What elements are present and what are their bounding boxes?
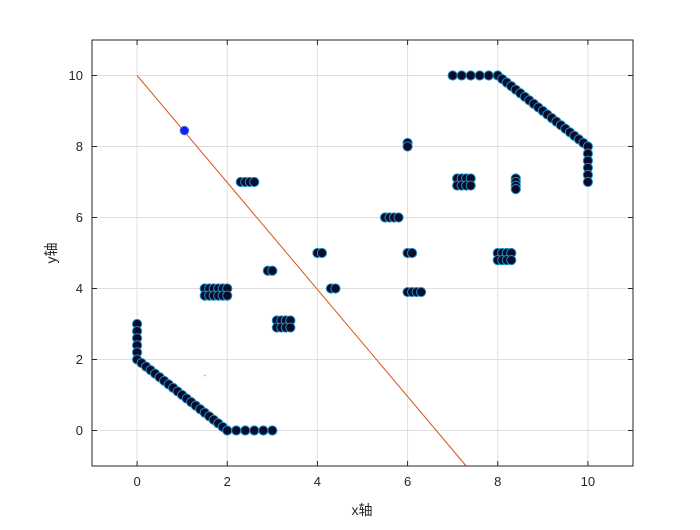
highlight-point xyxy=(179,125,190,136)
data-point xyxy=(330,283,341,294)
data-point xyxy=(249,176,260,188)
data-point xyxy=(406,247,418,259)
small-mark xyxy=(203,374,206,377)
y-tick-label: 10 xyxy=(69,68,83,83)
x-tick-label: 0 xyxy=(133,474,140,489)
series-line xyxy=(136,75,467,467)
data-point xyxy=(249,425,260,436)
data-point xyxy=(447,70,458,81)
axes-box xyxy=(91,39,634,467)
data-point xyxy=(285,322,296,333)
data-point xyxy=(506,255,517,266)
data-point xyxy=(231,425,242,436)
x-tick-label: 4 xyxy=(314,474,321,489)
y-tick-label: 6 xyxy=(76,210,83,225)
y-tick-label: 8 xyxy=(76,139,83,154)
data-point xyxy=(222,290,233,301)
data-point xyxy=(258,425,269,436)
x-tick-label: 10 xyxy=(581,474,595,489)
data-point xyxy=(465,180,476,191)
data-point xyxy=(267,265,278,276)
data-point xyxy=(582,176,594,188)
data-point xyxy=(474,70,485,81)
x-tick-label: 2 xyxy=(224,474,231,489)
data-point xyxy=(402,141,413,152)
data-point xyxy=(393,212,404,223)
data-point xyxy=(267,425,278,436)
data-point xyxy=(483,70,494,81)
data-point xyxy=(222,425,233,436)
data-point xyxy=(316,247,328,259)
x-tick-label: 6 xyxy=(404,474,411,489)
ticks: 0 2 4 6 8 10 0 2 4 6 8 10 xyxy=(69,40,633,489)
x-axis-label: x轴 xyxy=(352,502,373,518)
x-tick-label: 8 xyxy=(494,474,501,489)
data-point xyxy=(416,286,427,298)
data-point xyxy=(510,184,521,195)
plot-data xyxy=(131,70,594,467)
data-point xyxy=(456,70,467,81)
data-point xyxy=(465,70,476,81)
y-tick-label: 4 xyxy=(76,281,83,296)
y-tick-label: 2 xyxy=(76,352,83,367)
data-point xyxy=(240,425,251,436)
y-tick-label: 0 xyxy=(76,423,83,438)
y-axis-label: y轴 xyxy=(43,243,59,264)
plot-area xyxy=(92,40,633,466)
